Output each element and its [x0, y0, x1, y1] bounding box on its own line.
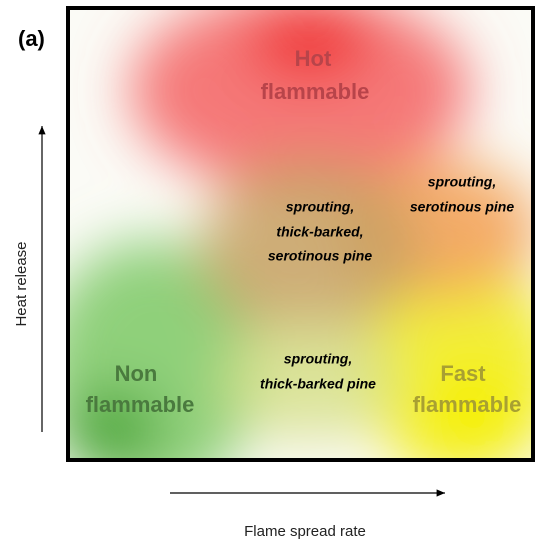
- annotation: serotinous pine: [268, 248, 372, 264]
- y-axis-label: Heat release: [13, 241, 30, 326]
- annotation: sprouting,: [284, 351, 352, 367]
- x-axis-label: Flame spread rate: [244, 523, 366, 540]
- zone-label: flammable: [86, 392, 195, 417]
- annotation: thick-barked pine: [260, 376, 376, 392]
- annotation: sprouting,: [428, 174, 496, 190]
- zone-label: Fast: [440, 361, 486, 386]
- frame: [66, 6, 535, 462]
- annotation: serotinous pine: [410, 199, 514, 215]
- annotation: thick-barked,: [276, 224, 363, 240]
- zone-label: flammable: [261, 79, 370, 104]
- annotation: sprouting,: [286, 199, 354, 215]
- zone-label: Hot: [295, 46, 332, 71]
- panel-label: (a): [18, 26, 45, 51]
- zone-label: Non: [115, 361, 158, 386]
- color-field: [70, 10, 531, 458]
- zone-label: flammable: [413, 392, 522, 417]
